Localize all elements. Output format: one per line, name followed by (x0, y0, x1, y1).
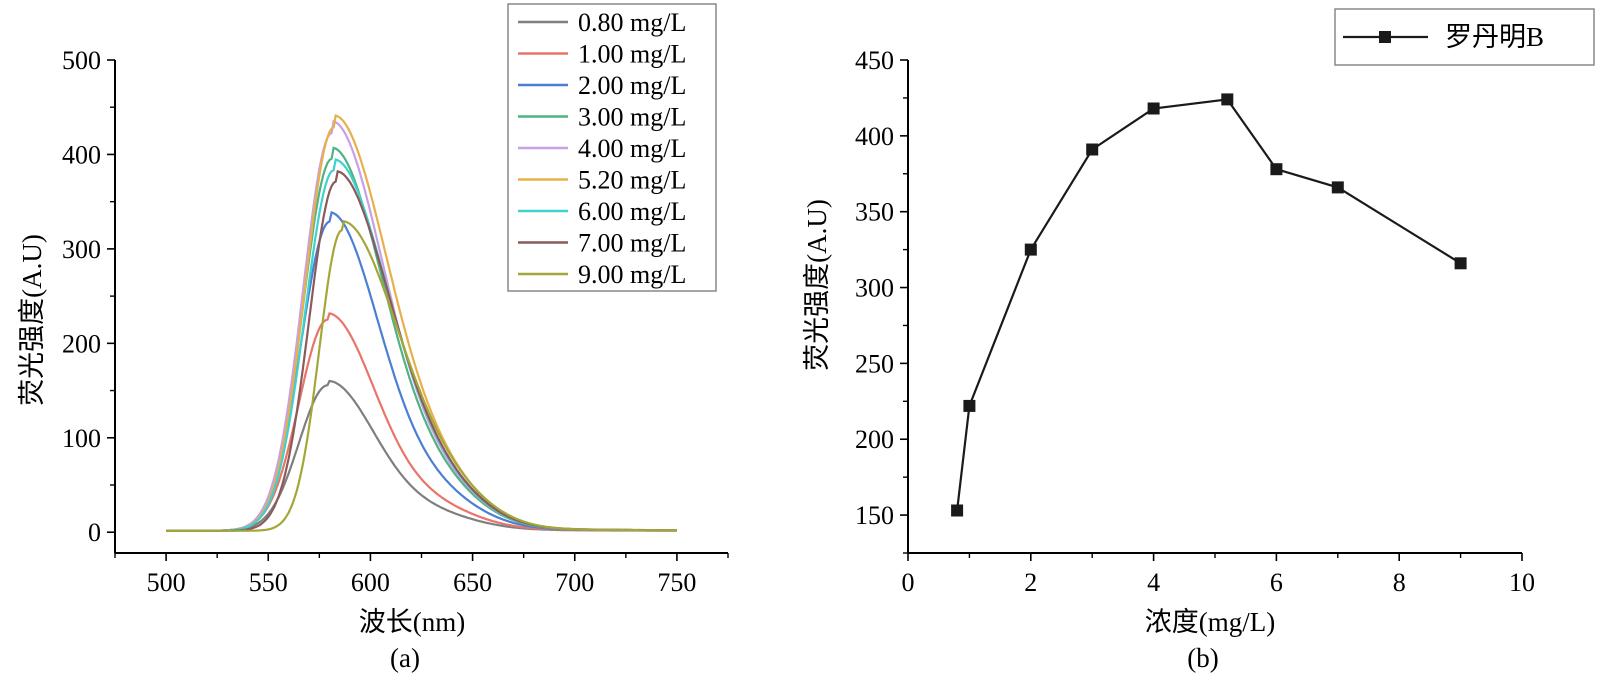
panel-b-y-tick-label: 350 (855, 198, 894, 227)
panel-b-concentration-chart: 0 2 4 6 8 10 150 200 250 300 350 400 450 罗丹明B 浓度(mg/… (802, 8, 1595, 673)
panel-b-ylabel: 荧光强度(A.U) (802, 199, 832, 371)
panel-a-x-tick-label: 700 (555, 568, 594, 597)
panel-a-y-tick-label: 0 (88, 518, 101, 547)
panel-b-x-tick-label: 6 (1270, 568, 1283, 597)
panel-b-x-tick-label: 4 (1147, 568, 1160, 597)
panel-b-legend-label: 罗丹明B (1445, 22, 1544, 52)
panel-a-curves (166, 113, 677, 532)
panel-b-legend-box (1334, 8, 1595, 66)
panel-b-x-tick-label: 10 (1509, 568, 1535, 597)
panel-a-curve (166, 312, 677, 532)
panel-a-y-tick-label: 500 (62, 46, 101, 75)
panel-a-legend-label: 1.00 mg/L (578, 40, 686, 69)
panel-a-legend-label: 0.80 mg/L (578, 8, 686, 37)
panel-a-ticks: 500 550 600 650 700 750 0 100 200 300 400 500 (62, 46, 729, 597)
panel-b-y-tick-label: 250 (855, 349, 894, 378)
panel-b-x-tick-label: 0 (902, 568, 915, 597)
panel-b-data-point (951, 504, 964, 517)
panel-b-data-point (1454, 257, 1467, 270)
panel-a-x-tick-label: 750 (657, 568, 696, 597)
panel-b-caption: (b) (1187, 643, 1218, 673)
panel-a-ylabel: 荧光强度(A.U) (17, 234, 47, 406)
panel-a-legend-label: 3.00 mg/L (578, 103, 686, 132)
panel-b-data-point (1024, 243, 1037, 256)
panel-b-y-tick-label: 150 (855, 501, 894, 530)
panel-a-x-tick-label: 500 (147, 568, 186, 597)
panel-a-y-tick-label: 200 (62, 329, 101, 358)
panel-b-data-point (963, 399, 976, 412)
panel-a-y-tick-label: 300 (62, 235, 101, 264)
panel-b-axes (907, 60, 1522, 554)
panel-b-series-line (956, 98, 1462, 511)
panel-a-y-tick-label: 100 (62, 424, 101, 453)
panel-b-y-tick-label: 300 (855, 274, 894, 303)
panel-b-xlabel: 浓度(mg/L) (1145, 607, 1275, 637)
panel-a-legend-label: 7.00 mg/L (578, 229, 686, 258)
panel-a-spectra-chart: 500 550 600 650 700 750 0 100 200 300 400 500 0.80 … (17, 3, 729, 673)
panel-b-data-point (1086, 143, 1099, 156)
panel-a-caption: (a) (390, 643, 420, 673)
panel-a-legend: 0.80 mg/L 1.00 mg/L2.00 mg/L 3.00 mg/L4.00… (507, 3, 717, 292)
panel-b-x-tick-label: 2 (1024, 568, 1037, 597)
panel-b-ticks: 0 2 4 6 8 10 150 200 250 300 350 400 450 (855, 46, 1535, 597)
panel-b-legend-marker (1379, 31, 1391, 43)
panel-b-y-tick-label: 400 (855, 122, 894, 151)
panel-a-xlabel: 波长(nm) (359, 607, 465, 637)
panel-a-legend-label: 9.00 mg/L (578, 260, 686, 289)
panel-a-x-tick-label: 600 (351, 568, 390, 597)
panel-b-data-point (1147, 102, 1160, 115)
panel-a-x-tick-label: 550 (249, 568, 288, 597)
panel-b-series (951, 93, 1467, 517)
panel-a-x-tick-label: 650 (453, 568, 492, 597)
panel-a-legend-label: 6.00 mg/L (578, 197, 686, 226)
panel-a-legend-label: 2.00 mg/L (578, 71, 686, 100)
panel-b-data-point (1221, 93, 1234, 106)
panel-b-data-point (1270, 163, 1283, 176)
panel-a-curve (166, 219, 677, 532)
panel-a-legend-label: 4.00 mg/L (578, 134, 686, 163)
panel-a-y-tick-label: 400 (62, 140, 101, 169)
panel-b-y-tick-label: 450 (855, 46, 894, 75)
panel-b-y-tick-label: 200 (855, 425, 894, 454)
panel-b-data-point (1331, 181, 1344, 194)
panel-b-legend: 罗丹明B (1334, 8, 1595, 66)
panel-b-x-tick-label: 8 (1393, 568, 1406, 597)
panel-a-legend-label: 5.20 mg/L (578, 166, 686, 195)
